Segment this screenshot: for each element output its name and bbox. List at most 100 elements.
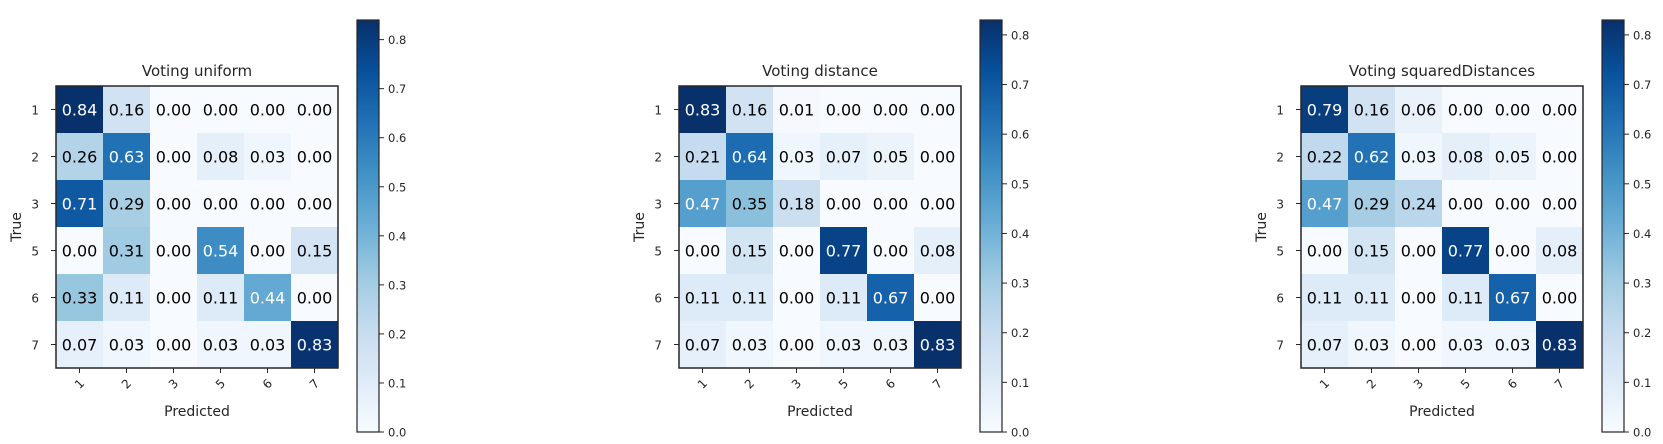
cell-value-label: 0.00 bbox=[250, 242, 286, 261]
heatmap-cell bbox=[1536, 274, 1584, 322]
y-tick-label: 6 bbox=[654, 292, 662, 306]
heatmap-cell bbox=[1348, 180, 1396, 228]
cell-value-label: 0.15 bbox=[1354, 242, 1390, 261]
x-tick-label: 3 bbox=[789, 376, 804, 391]
heatmap-cell bbox=[103, 274, 151, 322]
cell-value-label: 0.03 bbox=[250, 336, 286, 355]
colorbar-tick-label: 0.4 bbox=[1633, 227, 1651, 241]
chart-title: Voting uniform bbox=[142, 62, 252, 80]
cell-value-label: 0.00 bbox=[156, 148, 192, 167]
heatmap-cell bbox=[914, 180, 962, 228]
cell-value-label: 0.03 bbox=[1354, 336, 1390, 355]
heatmap-cell bbox=[1348, 133, 1396, 181]
heatmap-cell bbox=[1301, 133, 1349, 181]
heatmap-cell bbox=[1395, 86, 1443, 134]
heatmap-cell bbox=[820, 86, 868, 134]
heatmap-cell bbox=[197, 180, 245, 228]
heatmap-cell bbox=[679, 274, 727, 322]
cell-value-label: 0.00 bbox=[779, 242, 815, 261]
heatmap-cell bbox=[1301, 86, 1349, 134]
heatmap-cell bbox=[1395, 321, 1443, 369]
cell-value-label: 0.00 bbox=[156, 195, 192, 214]
y-tick-label: 7 bbox=[654, 339, 662, 353]
heatmap-cell bbox=[1348, 321, 1396, 369]
y-tick-label: 2 bbox=[654, 151, 662, 165]
cell-value-label: 0.03 bbox=[1448, 336, 1484, 355]
heatmap-cell bbox=[914, 321, 962, 369]
chart-title: Voting distance bbox=[762, 62, 878, 80]
heatmap-cells: 0.83 0.16 0.01 0.00 0.00 0.00 0.21 0.64 0.03 0.07… bbox=[679, 86, 962, 369]
cell-value-label: 0.00 bbox=[156, 242, 192, 261]
heatmap-cell bbox=[726, 180, 774, 228]
heatmap-cell bbox=[820, 274, 868, 322]
cell-value-label: 0.00 bbox=[685, 242, 721, 261]
cell-value-label: 0.07 bbox=[1307, 336, 1343, 355]
colorbar-tick-label: 0.2 bbox=[1633, 326, 1651, 340]
heatmap-cell bbox=[291, 321, 339, 369]
heatmap-cell bbox=[244, 321, 292, 369]
cell-value-label: 0.00 bbox=[156, 101, 192, 120]
cell-value-label: 0.29 bbox=[1354, 195, 1390, 214]
heatmap-cell bbox=[1442, 86, 1490, 134]
heatmap-cell bbox=[914, 133, 962, 181]
colorbar-tick-label: 0.7 bbox=[388, 82, 406, 96]
heatmap-cell bbox=[820, 133, 868, 181]
heatmap-cell bbox=[150, 86, 198, 134]
heatmap-cell bbox=[1395, 274, 1443, 322]
cell-value-label: 0.00 bbox=[779, 289, 815, 308]
heatmap-cell bbox=[291, 274, 339, 322]
heatmap-cell bbox=[56, 180, 104, 228]
heatmap-cell bbox=[1395, 180, 1443, 228]
cell-value-label: 0.83 bbox=[920, 336, 956, 355]
plot-frame bbox=[55, 85, 339, 369]
x-tick-label: 3 bbox=[1411, 376, 1426, 391]
heatmap-cell bbox=[914, 227, 962, 275]
colorbar-tick-label: 0.6 bbox=[388, 131, 406, 145]
heatmap-cell bbox=[1442, 180, 1490, 228]
heatmap-cell bbox=[1301, 274, 1349, 322]
cell-value-label: 0.06 bbox=[1401, 101, 1437, 120]
cell-value-label: 0.00 bbox=[1448, 195, 1484, 214]
cell-value-label: 0.26 bbox=[62, 148, 98, 167]
cell-value-label: 0.54 bbox=[203, 242, 239, 261]
heatmap-cell bbox=[56, 133, 104, 181]
heatmap-cell bbox=[1489, 133, 1537, 181]
cell-value-label: 0.03 bbox=[1495, 336, 1531, 355]
cell-value-label: 0.44 bbox=[250, 289, 286, 308]
y-tick-label: 7 bbox=[31, 339, 39, 353]
y-ticks: 1 2 3 5 6 7 bbox=[654, 104, 679, 353]
y-tick-label: 2 bbox=[1276, 151, 1284, 165]
cell-value-label: 0.00 bbox=[297, 195, 333, 214]
colorbar-tick-label: 0.1 bbox=[1011, 376, 1029, 390]
cell-value-label: 0.00 bbox=[920, 148, 956, 167]
heatmap-cell bbox=[773, 321, 821, 369]
cell-value-label: 0.16 bbox=[732, 101, 768, 120]
colorbar-ticks: 0.0 0.1 0.2 0.3 0.4 0.5 0.6 0.7 0.8 bbox=[379, 33, 406, 440]
cell-value-label: 0.00 bbox=[297, 101, 333, 120]
cell-value-label: 0.00 bbox=[1495, 242, 1531, 261]
cell-value-label: 0.00 bbox=[826, 195, 862, 214]
heatmap-cell bbox=[150, 180, 198, 228]
colorbar-tick-label: 0.1 bbox=[388, 376, 406, 390]
x-tick-label: 6 bbox=[883, 376, 898, 391]
cell-value-label: 0.11 bbox=[1307, 289, 1343, 308]
cell-value-label: 0.33 bbox=[62, 289, 98, 308]
y-tick-label: 1 bbox=[31, 104, 39, 118]
cell-value-label: 0.16 bbox=[1354, 101, 1390, 120]
y-tick-label: 5 bbox=[31, 245, 39, 259]
cell-value-label: 0.11 bbox=[109, 289, 145, 308]
y-tick-label: 5 bbox=[1276, 245, 1284, 259]
cell-value-label: 0.00 bbox=[873, 195, 909, 214]
chart-title: Voting squaredDistances bbox=[1349, 62, 1535, 80]
y-tick-label: 6 bbox=[1276, 292, 1284, 306]
colorbar: 0.0 0.1 0.2 0.3 0.4 0.5 0.6 0.7 0.8 bbox=[979, 19, 1029, 440]
x-tick-label: 1 bbox=[695, 376, 710, 391]
cell-value-label: 0.64 bbox=[732, 148, 768, 167]
cell-value-label: 0.00 bbox=[1401, 289, 1437, 308]
cell-value-label: 0.11 bbox=[685, 289, 721, 308]
heatmap-cell bbox=[244, 86, 292, 134]
cell-value-label: 0.15 bbox=[297, 242, 333, 261]
cell-value-label: 0.67 bbox=[873, 289, 909, 308]
cell-value-label: 0.00 bbox=[920, 289, 956, 308]
x-tick-label: 2 bbox=[119, 376, 134, 391]
